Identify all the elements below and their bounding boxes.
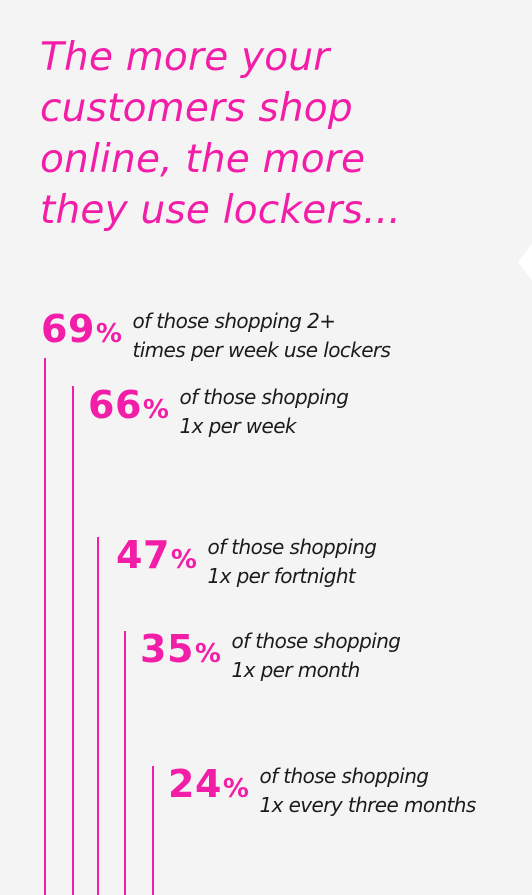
stat-value: 69: [41, 307, 95, 351]
percent-sign: %: [222, 774, 250, 804]
headline: The more your customers shop online, the…: [40, 32, 460, 236]
stat-desc-line-1: of those shopping: [259, 764, 429, 788]
headline-line-1: The more your: [40, 35, 330, 80]
stat-value: 66: [88, 383, 142, 427]
stat-percentage: 35%: [140, 630, 221, 668]
percent-sign: %: [194, 639, 222, 669]
stat-description: of those shopping 1x per month: [231, 627, 401, 685]
stat-desc-line-2: 1x per month: [231, 658, 360, 682]
stat-desc-line-1: of those shopping: [231, 629, 401, 653]
stat-percentage: 66%: [88, 386, 169, 424]
stat-desc-line-2: times per week use lockers: [132, 338, 391, 362]
stat-description: of those shopping 1x every three months: [259, 762, 476, 820]
headline-line-4: they use lockers...: [40, 188, 401, 233]
guide-line-69: [44, 358, 46, 895]
guide-line-24: [152, 766, 154, 895]
percent-sign: %: [95, 319, 123, 349]
stat-24: 24% of those shopping 1x every three mon…: [168, 762, 476, 820]
stat-description: of those shopping 1x per fortnight: [207, 533, 377, 591]
stat-desc-line-1: of those shopping: [207, 535, 377, 559]
stat-47: 47% of those shopping 1x per fortnight: [116, 533, 377, 591]
stat-description: of those shopping 1x per week: [179, 383, 349, 441]
stat-percentage: 24%: [168, 765, 249, 803]
stat-value: 35: [140, 627, 194, 671]
guide-line-66: [72, 386, 74, 895]
percent-sign: %: [142, 395, 170, 425]
guide-line-47: [97, 537, 99, 895]
stat-desc-line-1: of those shopping: [179, 385, 349, 409]
percent-sign: %: [170, 545, 198, 575]
stat-desc-line-2: 1x per week: [179, 414, 296, 438]
guide-line-35: [124, 631, 126, 895]
stat-percentage: 69%: [41, 310, 122, 348]
stat-description: of those shopping 2+ times per week use …: [132, 307, 391, 365]
stat-desc-line-1: of those shopping 2+: [132, 309, 336, 333]
stat-35: 35% of those shopping 1x per month: [140, 627, 401, 685]
corner-arrow-icon: [518, 244, 532, 280]
stat-value: 47: [116, 533, 170, 577]
stat-69: 69% of those shopping 2+ times per week …: [41, 307, 391, 365]
stat-percentage: 47%: [116, 536, 197, 574]
stat-desc-line-2: 1x every three months: [259, 793, 476, 817]
stat-value: 24: [168, 762, 222, 806]
headline-line-2: customers shop: [40, 86, 353, 131]
stat-desc-line-2: 1x per fortnight: [207, 564, 356, 588]
stat-66: 66% of those shopping 1x per week: [88, 383, 349, 441]
headline-line-3: online, the more: [40, 137, 366, 182]
